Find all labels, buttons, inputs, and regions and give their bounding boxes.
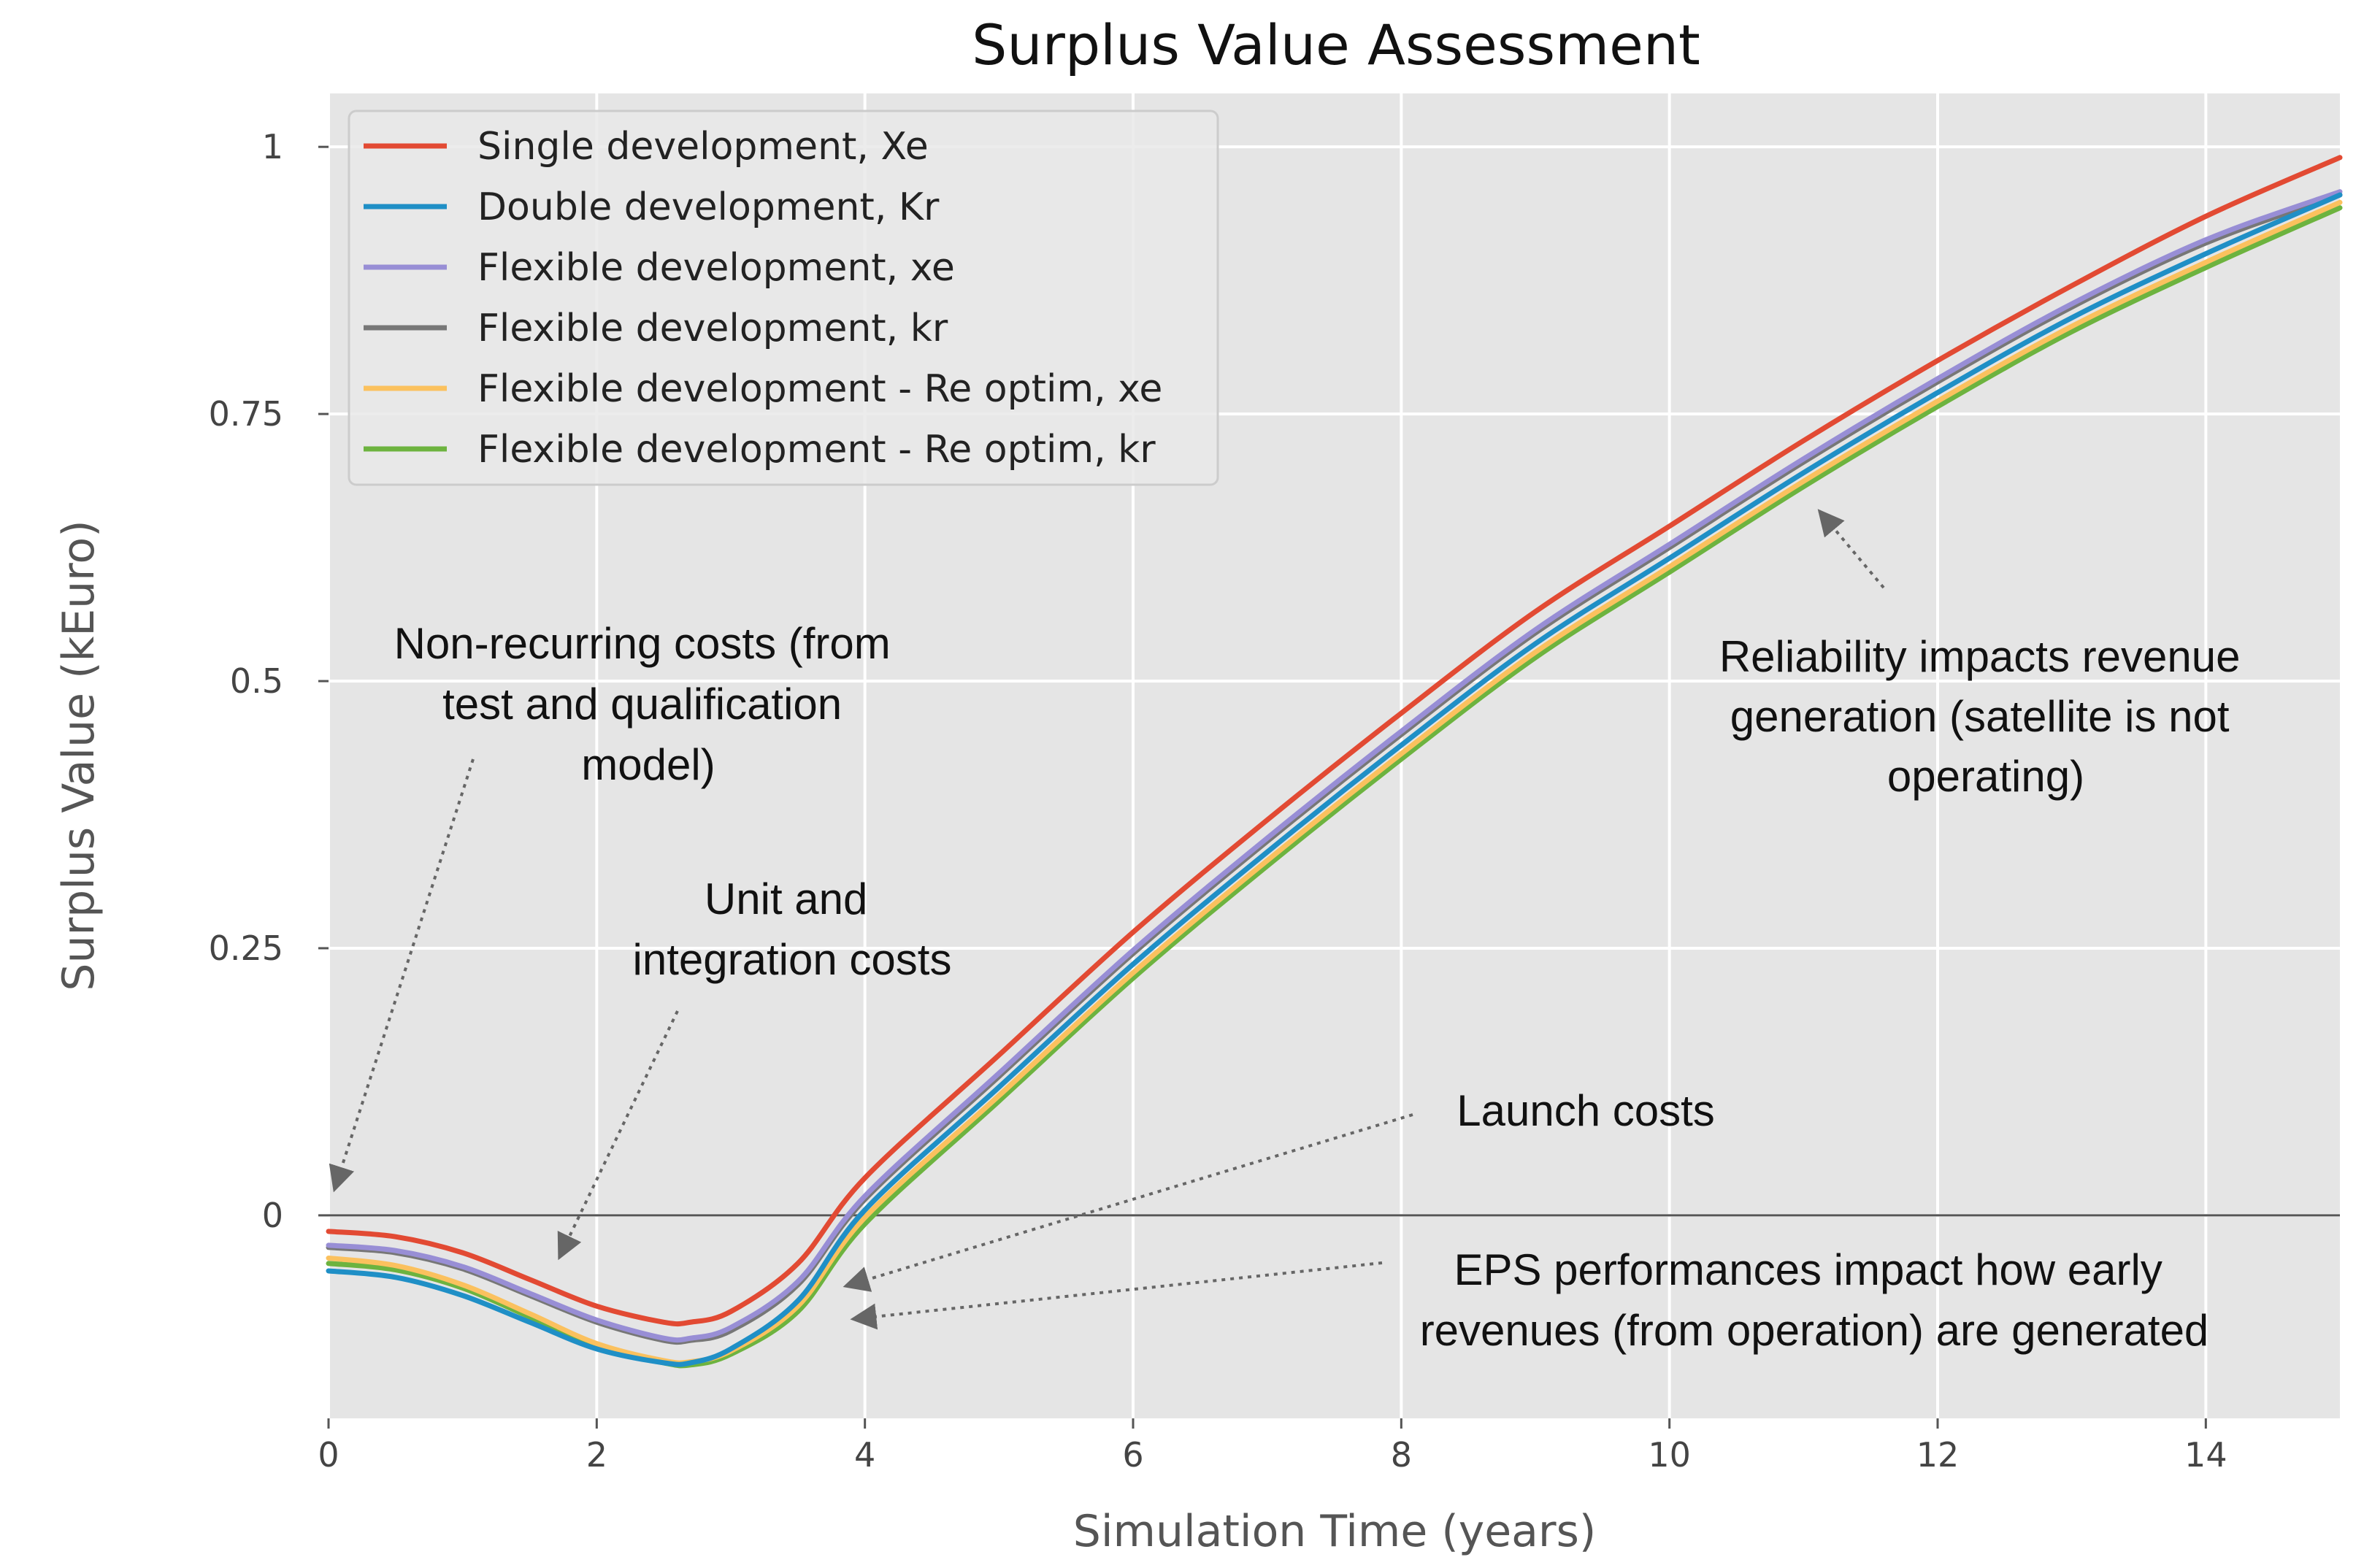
- annotation-arrow-non-recurring-costs: [329, 758, 475, 1193]
- y-axis-ticks: 0 0.25 0.5 0.75 1: [209, 127, 329, 1235]
- annotation-arrow-unit-integration-costs: [557, 1010, 679, 1261]
- x-tick-label-6: 12: [1916, 1435, 1960, 1475]
- x-tick-label-1: 2: [586, 1435, 607, 1475]
- annotation-eps-performances: EPS performances impact how early revenu…: [1420, 1245, 2209, 1355]
- x-tick-label-2: 4: [854, 1435, 875, 1475]
- annotation-eps-performances-line-2: revenues (from operation) are generated: [1420, 1306, 2209, 1355]
- y-tick-label-1: 0.25: [209, 929, 283, 968]
- legend-label-4: Flexible development - Re optim, xe: [477, 367, 1162, 411]
- x-tick-label-5: 10: [1648, 1435, 1691, 1475]
- x-tick-label-4: 8: [1391, 1435, 1412, 1475]
- annotation-eps-performances-line-1: EPS performances impact how early: [1454, 1245, 2162, 1294]
- x-axis-ticks: 0 2 4 6 8 10 12 14: [318, 1418, 2227, 1475]
- annotation-launch-costs: Launch costs: [1457, 1086, 1715, 1135]
- annotation-reliability-impacts-line-2: generation (satellite is not: [1730, 692, 2230, 741]
- series-line-1: [326, 192, 2343, 1367]
- annotation-reliability-impacts: Reliability impacts revenue generation (…: [1719, 632, 2252, 801]
- legend-label-5: Flexible development - Re optim, kr: [477, 428, 1156, 472]
- annotation-arrow-launch-costs: [843, 1113, 1413, 1292]
- y-tick-label-3: 0.75: [209, 394, 283, 434]
- annotation-unit-integration-costs-line-2: integration costs: [633, 935, 952, 984]
- annotation-non-recurring-costs-line-1: Non-recurring costs (from: [394, 619, 891, 668]
- chart-title: Surplus Value Assessment: [972, 12, 1700, 77]
- series-line-4: [326, 199, 2343, 1366]
- legend-label-1: Double development, Kr: [477, 185, 940, 229]
- annotation-reliability-impacts-line-1: Reliability impacts revenue: [1719, 632, 2241, 681]
- x-tick-label-0: 0: [318, 1435, 339, 1475]
- series-lines: [326, 155, 2343, 1369]
- y-tick-label-0: 0: [262, 1196, 283, 1235]
- legend-frame: [348, 109, 1219, 486]
- annotation-unit-integration-costs: Unit and integration costs: [633, 875, 952, 984]
- annotation-reliability-impacts-line-3: operating): [1887, 752, 2084, 801]
- annotation-non-recurring-costs-line-2: test and qualification: [442, 680, 842, 729]
- x-tick-label-7: 14: [2184, 1435, 2227, 1475]
- legend-label-0: Single development, Xe: [477, 125, 929, 169]
- y-tick-label-2: 0.5: [230, 661, 283, 701]
- x-tick-label-3: 6: [1122, 1435, 1143, 1475]
- annotation-non-recurring-costs: Non-recurring costs (from test and quali…: [394, 619, 903, 789]
- legend: Single development, Xe Double development…: [348, 109, 1219, 486]
- series-line-2: [326, 189, 2343, 1343]
- series-line-0: [326, 155, 2343, 1327]
- legend-label-2: Flexible development, xe: [477, 246, 955, 290]
- y-tick-label-4: 1: [262, 127, 283, 166]
- annotation-non-recurring-costs-line-3: model): [581, 740, 715, 789]
- y-axis-label: Surplus Value (kEuro): [53, 520, 104, 991]
- legend-label-3: Flexible development, kr: [477, 307, 948, 350]
- x-axis-label: Simulation Time (years): [1073, 1506, 1597, 1557]
- annotation-arrow-eps-performances: [850, 1261, 1383, 1330]
- annotation-unit-integration-costs-line-1: Unit and: [705, 875, 867, 923]
- annotations: Non-recurring costs (from test and quali…: [329, 509, 2252, 1355]
